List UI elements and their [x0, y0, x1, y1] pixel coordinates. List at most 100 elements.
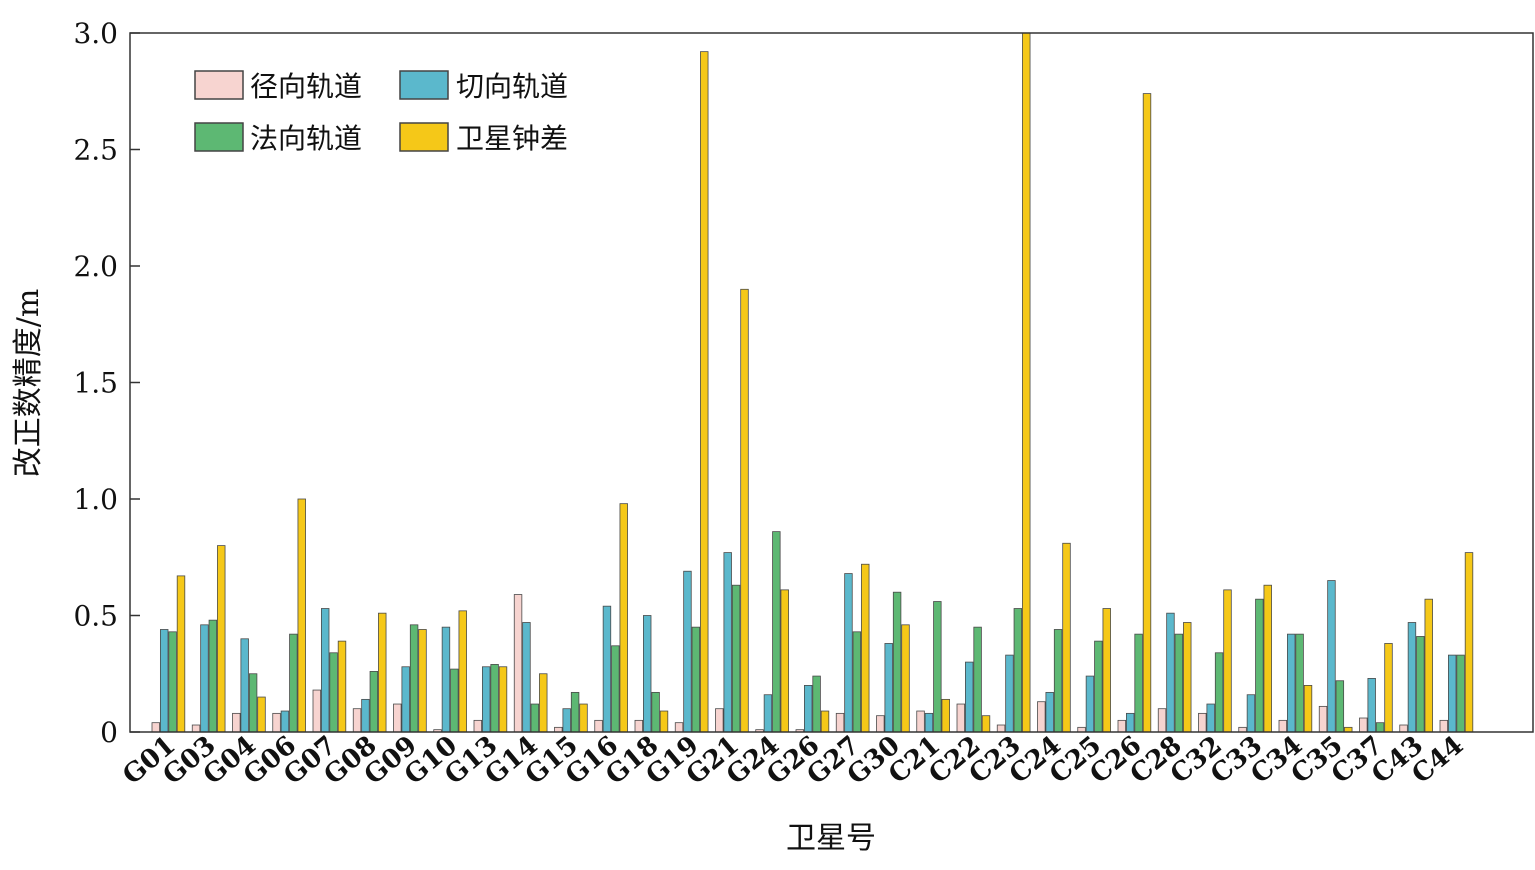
x-axis-tick-labels: G01G03G04G06G07G08G09G10G13G14G15G16G18G… [117, 730, 1469, 791]
bar-G03-series-1 [200, 624, 209, 733]
bar-G16-series-0 [594, 719, 603, 733]
bar-C25-series-3 [1102, 608, 1111, 733]
bar-G04-series-0 [232, 712, 241, 733]
plot-frame [129, 32, 1534, 733]
bar-G15-series-3 [579, 703, 588, 733]
bar-C21-series-1 [924, 712, 934, 733]
bar-G19-series-2 [691, 626, 701, 733]
bar-G01-series-0 [151, 722, 160, 733]
bar-C44-series-2 [1456, 654, 1465, 733]
bar-G27-series-2 [852, 631, 862, 733]
bar-G07-series-1 [320, 608, 330, 733]
bar-G15-series-2 [570, 691, 580, 733]
y-tick-label: 2.5 [73, 134, 118, 167]
bar-G09-series-1 [401, 666, 410, 733]
tick-marks [130, 32, 140, 733]
bar-G10-series-1 [441, 626, 451, 733]
bar-C43-series-2 [1416, 636, 1425, 733]
bar-G16-series-2 [611, 645, 620, 733]
bar-G03-series-2 [208, 619, 218, 733]
bar-C26-series-0 [1117, 719, 1126, 733]
bar-C22-series-3 [981, 715, 991, 733]
bar-G21-series-2 [731, 584, 741, 733]
bar-C37-series-2 [1375, 722, 1385, 733]
bar-G16-series-3 [619, 503, 628, 733]
bar-C44-series-1 [1448, 654, 1457, 733]
bar-G30-series-0 [876, 715, 885, 733]
y-tick-label: 1.0 [73, 483, 118, 516]
bar-C34-series-2 [1295, 633, 1304, 733]
legend-swatch-along-track [399, 70, 449, 100]
bar-G27-series-0 [835, 712, 845, 733]
bar-C23-series-2 [1013, 608, 1023, 733]
bar-G24-series-2 [772, 531, 781, 733]
bar-C32-series-0 [1198, 712, 1207, 733]
bar-G06-series-2 [289, 633, 298, 733]
bar-G08-series-0 [352, 708, 362, 733]
bar-C35-series-0 [1318, 705, 1328, 733]
bar-C34-series-0 [1278, 719, 1287, 733]
bar-G13-series-0 [473, 719, 482, 733]
bar-G06-series-3 [297, 498, 306, 733]
bar-C23-series-0 [996, 724, 1006, 733]
bar-G18-series-1 [643, 615, 652, 733]
bar-G06-series-1 [280, 710, 290, 733]
bar-G07-series-2 [329, 652, 338, 733]
bar-G30-series-2 [892, 591, 902, 733]
bar-G07-series-0 [312, 689, 321, 733]
bar-C44-series-0 [1439, 719, 1448, 733]
bar-C28-series-0 [1157, 708, 1167, 733]
bar-C32-series-1 [1206, 703, 1215, 733]
bar-G18-series-0 [634, 719, 643, 733]
bar-G21-series-3 [740, 288, 749, 733]
bar-G06-series-0 [272, 712, 281, 733]
bar-G01-series-3 [176, 575, 186, 733]
bar-C22-series-1 [965, 661, 974, 733]
bar-C32-series-3 [1223, 589, 1232, 733]
legend: 径向轨道 切向轨道 法向轨道 卫星钟差 [194, 70, 568, 155]
bar-C28-series-1 [1166, 612, 1175, 733]
y-tick-label: 0 [100, 716, 118, 749]
bar-G10-series-3 [458, 610, 467, 733]
legend-label-clock: 卫星钟差 [456, 122, 568, 155]
bar-C35-series-1 [1327, 580, 1336, 733]
bar-C43-series-3 [1424, 598, 1433, 733]
bar-G26-series-3 [820, 710, 830, 733]
x-axis-title: 卫星号 [786, 821, 876, 856]
bar-G24-series-3 [780, 589, 789, 733]
bar-G04-series-1 [240, 638, 249, 733]
bar-C37-series-0 [1359, 717, 1368, 733]
bar-G30-series-3 [901, 624, 910, 733]
bar-G19-series-1 [683, 570, 692, 733]
bar-C26-series-3 [1142, 93, 1152, 733]
bar-G21-series-0 [715, 708, 724, 733]
bar-C32-series-2 [1214, 652, 1224, 733]
bar-G14-series-0 [513, 594, 523, 733]
bar-C24-series-2 [1053, 629, 1063, 733]
bar-G14-series-3 [539, 673, 548, 733]
y-axis-tick-labels: 0 0.5 1.0 1.5 2.0 2.5 3.0 [73, 17, 118, 749]
bar-C24-series-3 [1062, 542, 1071, 733]
bar-C21-series-3 [941, 698, 950, 733]
bar-G14-series-1 [522, 622, 531, 733]
bar-C37-series-3 [1384, 643, 1393, 733]
bar-C25-series-2 [1094, 640, 1103, 733]
bar-G24-series-1 [763, 694, 773, 733]
bar-G21-series-1 [723, 552, 732, 733]
bar-G03-series-0 [191, 724, 201, 733]
bar-C25-series-1 [1085, 675, 1095, 733]
bar-C23-series-1 [1005, 654, 1014, 733]
bar-G18-series-3 [659, 710, 669, 733]
y-tick-label: 3.0 [73, 17, 118, 50]
bar-G19-series-3 [700, 51, 709, 733]
bar-G04-series-2 [248, 673, 258, 733]
y-tick-label: 0.5 [73, 600, 118, 633]
bar-layer [151, 32, 1474, 733]
bar-C33-series-3 [1263, 584, 1272, 733]
bar-G10-series-2 [450, 668, 459, 733]
legend-label-cross-track: 法向轨道 [250, 122, 362, 155]
bar-G27-series-1 [844, 573, 853, 733]
bar-C37-series-1 [1367, 678, 1376, 733]
bar-G30-series-1 [884, 643, 893, 733]
bar-G08-series-1 [361, 698, 370, 733]
